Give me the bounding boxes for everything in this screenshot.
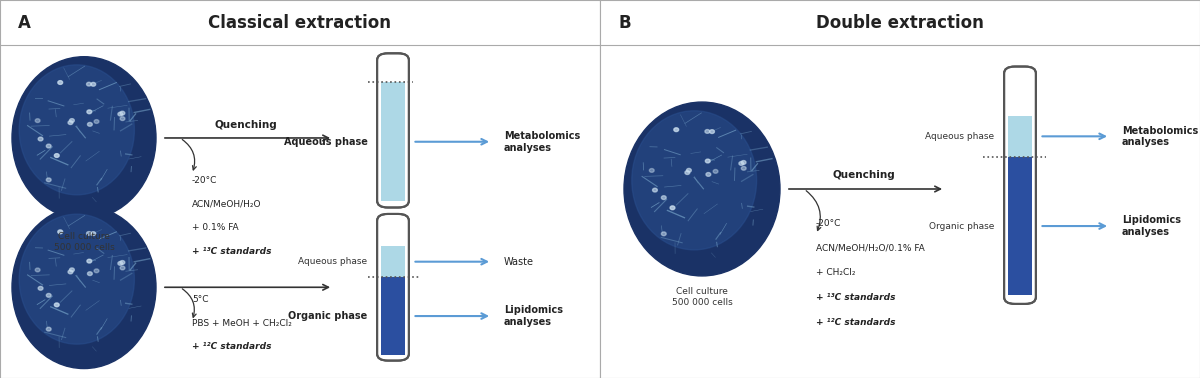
Text: -20°C: -20°C bbox=[192, 176, 217, 185]
Ellipse shape bbox=[704, 130, 709, 133]
Text: + ¹²C standards: + ¹²C standards bbox=[816, 318, 895, 327]
Ellipse shape bbox=[653, 188, 658, 192]
Ellipse shape bbox=[70, 268, 74, 272]
Text: Organic phase: Organic phase bbox=[288, 311, 367, 321]
Ellipse shape bbox=[120, 117, 125, 121]
Ellipse shape bbox=[709, 130, 714, 133]
Text: + 0.1% FA: + 0.1% FA bbox=[192, 223, 239, 232]
Ellipse shape bbox=[86, 232, 91, 235]
Ellipse shape bbox=[88, 122, 92, 126]
Ellipse shape bbox=[742, 166, 746, 170]
Text: PBS + MeOH + CH₂Cl₂: PBS + MeOH + CH₂Cl₂ bbox=[192, 319, 292, 328]
Text: B: B bbox=[618, 14, 631, 32]
Text: 5°C: 5°C bbox=[192, 295, 209, 304]
Ellipse shape bbox=[54, 303, 59, 307]
Ellipse shape bbox=[19, 65, 134, 195]
Ellipse shape bbox=[91, 82, 96, 86]
Ellipse shape bbox=[35, 268, 40, 272]
Ellipse shape bbox=[38, 137, 43, 141]
Ellipse shape bbox=[120, 266, 125, 270]
Ellipse shape bbox=[47, 178, 52, 182]
Text: -20°C: -20°C bbox=[816, 219, 841, 228]
Text: ACN/MeOH/H₂O/0.1% FA: ACN/MeOH/H₂O/0.1% FA bbox=[816, 244, 925, 253]
Ellipse shape bbox=[47, 144, 52, 148]
Bar bbox=[382, 82, 404, 201]
Ellipse shape bbox=[674, 128, 679, 132]
Text: Classical extraction: Classical extraction bbox=[209, 14, 391, 32]
Text: + ¹²C standards: + ¹²C standards bbox=[192, 342, 271, 352]
Bar bbox=[1008, 116, 1032, 157]
Ellipse shape bbox=[649, 169, 654, 172]
Text: A: A bbox=[18, 14, 31, 32]
Text: + ¹³C standards: + ¹³C standards bbox=[816, 293, 895, 302]
Ellipse shape bbox=[742, 161, 746, 164]
Ellipse shape bbox=[94, 119, 98, 123]
Ellipse shape bbox=[19, 214, 134, 344]
Ellipse shape bbox=[58, 230, 62, 234]
Ellipse shape bbox=[713, 169, 718, 173]
Ellipse shape bbox=[661, 232, 666, 236]
Ellipse shape bbox=[120, 260, 125, 264]
Text: Quenching: Quenching bbox=[833, 170, 895, 180]
Ellipse shape bbox=[35, 119, 40, 122]
Ellipse shape bbox=[739, 161, 744, 165]
Text: + ¹³C standards: + ¹³C standards bbox=[192, 247, 271, 256]
Ellipse shape bbox=[68, 270, 73, 274]
Ellipse shape bbox=[88, 272, 92, 276]
Ellipse shape bbox=[118, 112, 122, 116]
Bar bbox=[382, 246, 404, 277]
Ellipse shape bbox=[706, 172, 710, 176]
Ellipse shape bbox=[94, 269, 98, 273]
Ellipse shape bbox=[12, 206, 156, 369]
Ellipse shape bbox=[91, 232, 96, 235]
Text: Organic phase: Organic phase bbox=[929, 222, 995, 231]
Text: ACN/MeOH/H₂O: ACN/MeOH/H₂O bbox=[192, 200, 262, 209]
Ellipse shape bbox=[686, 169, 691, 172]
Ellipse shape bbox=[86, 259, 91, 263]
Text: Aqueous phase: Aqueous phase bbox=[283, 137, 367, 147]
Ellipse shape bbox=[47, 327, 52, 331]
Ellipse shape bbox=[12, 57, 156, 219]
Text: Metabolomics
analyses: Metabolomics analyses bbox=[504, 131, 581, 153]
Ellipse shape bbox=[58, 81, 62, 84]
Bar bbox=[1008, 157, 1032, 295]
Text: Waste: Waste bbox=[504, 257, 534, 267]
Ellipse shape bbox=[68, 121, 73, 124]
Ellipse shape bbox=[86, 82, 91, 86]
Text: Cell culture
500 000 cells: Cell culture 500 000 cells bbox=[672, 287, 732, 307]
Ellipse shape bbox=[670, 206, 674, 210]
Ellipse shape bbox=[54, 153, 59, 157]
Ellipse shape bbox=[70, 119, 74, 122]
Ellipse shape bbox=[685, 171, 690, 175]
Text: Double extraction: Double extraction bbox=[816, 14, 984, 32]
Text: Metabolomics
analyses: Metabolomics analyses bbox=[1122, 125, 1199, 147]
Ellipse shape bbox=[632, 111, 757, 250]
Ellipse shape bbox=[118, 262, 122, 265]
Bar bbox=[382, 277, 404, 355]
Text: + CH₂Cl₂: + CH₂Cl₂ bbox=[816, 268, 856, 277]
FancyBboxPatch shape bbox=[1004, 67, 1036, 304]
Text: Lipidomics
analyses: Lipidomics analyses bbox=[504, 305, 563, 327]
Ellipse shape bbox=[38, 287, 43, 290]
Ellipse shape bbox=[47, 293, 52, 297]
Text: Quenching: Quenching bbox=[215, 121, 277, 130]
Ellipse shape bbox=[706, 159, 710, 163]
Ellipse shape bbox=[624, 102, 780, 276]
Text: Aqueous phase: Aqueous phase bbox=[925, 132, 995, 141]
Ellipse shape bbox=[86, 110, 91, 114]
Text: Aqueous phase: Aqueous phase bbox=[299, 257, 367, 266]
Text: Lipidomics
analyses: Lipidomics analyses bbox=[1122, 215, 1181, 237]
Ellipse shape bbox=[661, 196, 666, 200]
Text: Cell culture
500 000 cells: Cell culture 500 000 cells bbox=[54, 232, 114, 252]
Ellipse shape bbox=[120, 111, 125, 115]
FancyBboxPatch shape bbox=[377, 53, 409, 208]
FancyBboxPatch shape bbox=[377, 214, 409, 361]
